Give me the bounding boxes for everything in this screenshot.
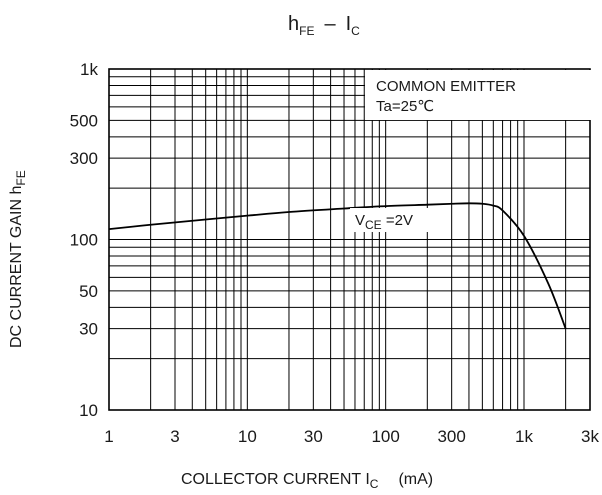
y-axis-title: DC CURRENT GAIN hFE: [8, 170, 28, 348]
chart-title-i-sub: C: [351, 24, 360, 38]
y-tick-label: 500: [70, 111, 98, 130]
chart-title-i: I: [346, 13, 352, 35]
chart-title: hFE – IC: [288, 13, 360, 38]
x-tick-labels: 1 3 10 30 100 300 1k 3k: [104, 427, 599, 446]
x-tick-label: 10: [238, 427, 257, 446]
chart-title-sep: –: [324, 13, 336, 35]
x-tick-label: 30: [304, 427, 323, 446]
y-tick-label: 50: [79, 282, 98, 301]
y-tick-label: 100: [70, 231, 98, 250]
y-tick-label: 30: [79, 320, 98, 339]
x-axis-title-sub: C: [370, 477, 379, 491]
x-tick-label: 1: [104, 427, 113, 446]
y-tick-label: 300: [70, 149, 98, 168]
x-tick-label: 1k: [515, 427, 533, 446]
y-axis-title-sub: FE: [14, 170, 28, 185]
plot-frame: [108, 68, 591, 411]
x-tick-label: 3: [170, 427, 179, 446]
chart-title-h-sub: FE: [299, 24, 314, 38]
series-label-vce: VCE =2V: [355, 212, 413, 232]
series-label-ce: CE: [365, 218, 382, 232]
chart-title-h: h: [288, 13, 299, 35]
x-axis-title: COLLECTOR CURRENT IC (mA): [181, 471, 433, 491]
series-label-v: V: [355, 212, 365, 229]
y-tick-labels: 10 30 50 100 300 500 1k: [70, 60, 99, 420]
y-axis-title-text: DC CURRENT GAIN h: [8, 186, 25, 348]
x-axis-title-unit: (mA): [398, 471, 433, 488]
series-label-value: =2V: [382, 212, 413, 229]
x-tick-label: 300: [437, 427, 465, 446]
hfe-curve-vce-2v: [108, 202, 567, 329]
x-axis-title-text: COLLECTOR CURRENT I: [181, 471, 370, 488]
annotation-ta: Ta=25℃: [376, 98, 434, 115]
grid-lines: [109, 69, 590, 410]
x-tick-label: 3k: [581, 427, 599, 446]
x-tick-label: 100: [371, 427, 399, 446]
series-label-bg: [350, 208, 434, 232]
y-tick-label: 10: [79, 401, 98, 420]
annotation-common-emitter: COMMON EMITTER: [376, 78, 516, 95]
annotation-box: [365, 70, 595, 120]
y-tick-label: 1k: [80, 60, 98, 79]
